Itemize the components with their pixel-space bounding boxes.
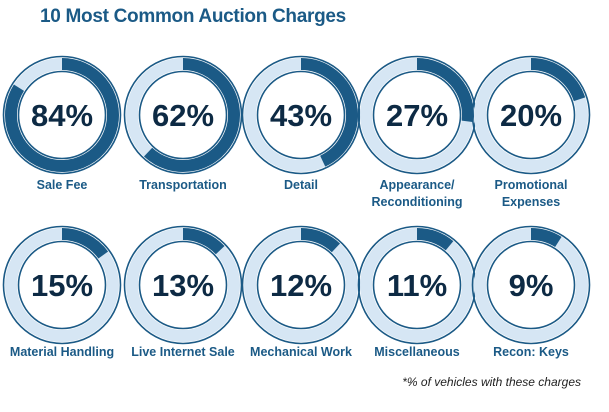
donut-category-label: Detail bbox=[284, 178, 318, 192]
donut-value-label: 27% bbox=[386, 98, 448, 133]
donut-outer-outline bbox=[241, 225, 361, 345]
donut-category-label: Material Handling bbox=[10, 345, 114, 359]
donut-9: 11% Miscellaneous bbox=[357, 225, 477, 359]
donut-value-arc bbox=[530, 58, 586, 102]
donut-value-label: 9% bbox=[509, 268, 554, 303]
donut-inner-outline bbox=[486, 70, 576, 160]
donut-outer-outline bbox=[241, 55, 361, 175]
donut-category-label: Mechanical Work bbox=[250, 345, 352, 359]
donut-value-label: 20% bbox=[500, 98, 562, 133]
donut-outer-outline bbox=[2, 55, 122, 175]
donut-inner-outline bbox=[372, 70, 462, 160]
donut-category-label: Live Internet Sale bbox=[131, 345, 235, 359]
footnote: *% of vehicles with these charges bbox=[402, 375, 581, 389]
donut-inner-outline bbox=[256, 70, 346, 160]
donut-3: 43% Detail bbox=[241, 55, 361, 192]
donut-value-arc bbox=[300, 58, 358, 167]
donut-value-label: 62% bbox=[152, 98, 214, 133]
donut-value-arc bbox=[530, 228, 562, 248]
donut-value-arc bbox=[5, 58, 119, 172]
donut-category-label: Expenses bbox=[502, 195, 560, 209]
donut-category-label: Recon: Keys bbox=[493, 345, 569, 359]
donut-value-label: 15% bbox=[31, 268, 93, 303]
donut-category-label: Transportation bbox=[139, 178, 227, 192]
donut-10: 9% Recon: Keys bbox=[471, 225, 591, 359]
donut-value-label: 43% bbox=[270, 98, 332, 133]
donut-value-label: 13% bbox=[152, 268, 214, 303]
donut-value-label: 12% bbox=[270, 268, 332, 303]
chart-title: 10 Most Common Auction Charges bbox=[40, 6, 346, 27]
donut-value-arc bbox=[416, 58, 474, 123]
donut-value-arc bbox=[143, 58, 240, 172]
donut-outer-outline bbox=[2, 225, 122, 345]
donut-inner-outline bbox=[17, 70, 107, 160]
donut-inner-outline bbox=[17, 240, 107, 330]
donut-category-label: Sale Fee bbox=[37, 178, 88, 192]
donut-category-label: Appearance/ bbox=[379, 178, 455, 192]
donut-outer-outline bbox=[123, 225, 243, 345]
donut-value-arc bbox=[416, 228, 454, 251]
donut-value-label: 84% bbox=[31, 98, 93, 133]
donut-category-label: Promotional bbox=[495, 178, 568, 192]
donut-5: 20% Promotional Expenses bbox=[471, 55, 591, 209]
donut-8: 12% Mechanical Work bbox=[241, 225, 361, 359]
donut-1: 84% Sale Fee bbox=[2, 55, 122, 192]
donut-category-label: Miscellaneous bbox=[374, 345, 459, 359]
donut-inner-outline bbox=[486, 240, 576, 330]
donut-outer-outline bbox=[471, 225, 591, 345]
donut-category-label: Reconditioning bbox=[372, 195, 463, 209]
donut-value-label: 11% bbox=[387, 268, 447, 303]
donut-inner-outline bbox=[138, 70, 228, 160]
donut-outer-outline bbox=[123, 55, 243, 175]
donut-outer-outline bbox=[471, 55, 591, 175]
donut-inner-outline bbox=[372, 240, 462, 330]
donut-4: 27% Appearance/Reconditioning bbox=[357, 55, 477, 209]
donut-7: 13% Live Internet Sale bbox=[123, 225, 243, 359]
donut-inner-outline bbox=[256, 240, 346, 330]
donut-inner-outline bbox=[138, 240, 228, 330]
donut-value-arc bbox=[182, 228, 225, 255]
donut-value-arc bbox=[300, 228, 341, 253]
donut-2: 62% Transportation bbox=[123, 55, 243, 192]
donut-6: 15% Material Handling bbox=[2, 225, 122, 359]
donut-value-arc bbox=[61, 228, 109, 259]
